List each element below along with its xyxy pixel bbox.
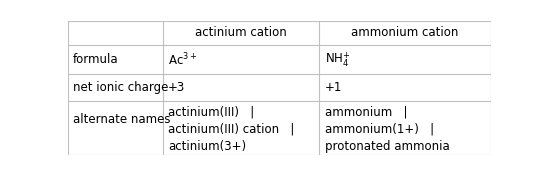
Text: actinium(III)   |: actinium(III) | bbox=[168, 106, 255, 119]
Text: ammonium   |: ammonium | bbox=[324, 106, 407, 119]
Text: alternate names: alternate names bbox=[73, 113, 171, 126]
Text: net ionic charge: net ionic charge bbox=[73, 81, 168, 94]
Text: Ac$^{3+}$: Ac$^{3+}$ bbox=[168, 52, 198, 68]
Text: +1: +1 bbox=[324, 81, 342, 94]
Text: ammonium cation: ammonium cation bbox=[352, 26, 459, 39]
Text: protonated ammonia: protonated ammonia bbox=[324, 140, 449, 153]
Text: actinium(III) cation   |: actinium(III) cation | bbox=[168, 123, 295, 136]
Text: NH$_4^{+}$: NH$_4^{+}$ bbox=[324, 50, 350, 69]
Text: ammonium(1+)   |: ammonium(1+) | bbox=[324, 123, 434, 136]
Text: actinium cation: actinium cation bbox=[196, 26, 287, 39]
Text: formula: formula bbox=[73, 53, 119, 66]
Text: actinium(3+): actinium(3+) bbox=[168, 140, 246, 153]
Text: +3: +3 bbox=[168, 81, 185, 94]
